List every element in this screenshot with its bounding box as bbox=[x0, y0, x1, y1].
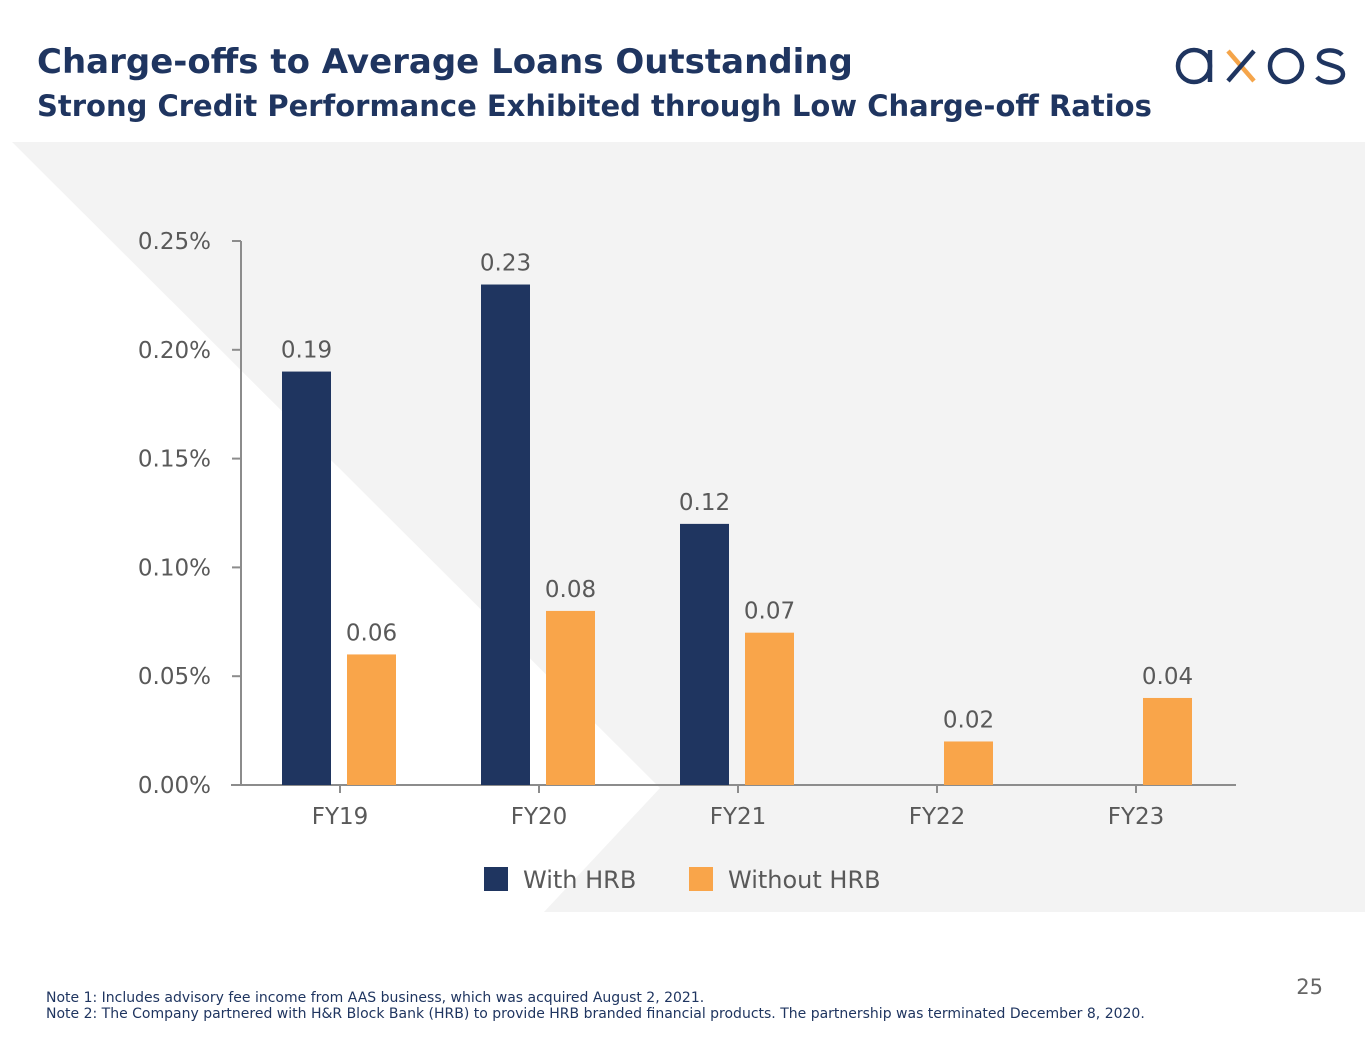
y-tick-label: 0.25% bbox=[138, 229, 211, 255]
bar-with-hrb-fy21 bbox=[680, 523, 729, 785]
footnotes: Note 1: Includes advisory fee income fro… bbox=[46, 990, 1145, 1022]
page-title: Charge-offs to Average Loans Outstanding bbox=[37, 42, 853, 82]
page-subtitle: Strong Credit Performance Exhibited thro… bbox=[37, 89, 1152, 123]
x-tick-label: FY20 bbox=[511, 804, 568, 830]
legend-label-without-hrb: Without HRB bbox=[728, 866, 881, 894]
bar-without-hrb-fy21 bbox=[745, 632, 794, 785]
bar-with-hrb-fy19 bbox=[282, 371, 331, 785]
bar-without-hrb-fy22 bbox=[944, 741, 993, 785]
y-tick-label: 0.15% bbox=[138, 447, 211, 473]
data-label: 0.06 bbox=[346, 620, 397, 646]
x-tick-label: FY23 bbox=[1108, 804, 1165, 830]
x-tick-label: FY19 bbox=[312, 804, 369, 830]
legend-label-with-hrb: With HRB bbox=[523, 866, 636, 894]
data-label: 0.19 bbox=[281, 338, 332, 364]
bar-without-hrb-fy20 bbox=[546, 610, 595, 785]
y-tick-label: 0.10% bbox=[138, 555, 211, 581]
data-label: 0.02 bbox=[943, 707, 994, 733]
data-label: 0.12 bbox=[679, 490, 730, 516]
footnote-1: Note 1: Includes advisory fee income fro… bbox=[46, 990, 705, 1006]
page-number: 25 bbox=[1296, 975, 1323, 999]
bar-with-hrb-fy20 bbox=[481, 284, 530, 785]
legend-swatch-with-hrb bbox=[484, 867, 508, 891]
data-label: 0.07 bbox=[744, 599, 795, 625]
axos-logo: axos bbox=[1175, 47, 1346, 85]
x-tick-label: FY22 bbox=[909, 804, 966, 830]
data-label: 0.23 bbox=[480, 251, 531, 277]
bar-without-hrb-fy19 bbox=[347, 654, 396, 785]
legend-swatch-without-hrb bbox=[689, 867, 713, 891]
y-tick-label: 0.00% bbox=[138, 773, 211, 799]
data-label: 0.08 bbox=[545, 577, 596, 603]
bar-without-hrb-fy23 bbox=[1143, 697, 1192, 785]
x-tick-label: FY21 bbox=[710, 804, 767, 830]
data-label: 0.04 bbox=[1142, 664, 1193, 690]
y-tick-label: 0.05% bbox=[138, 664, 211, 690]
y-tick-label: 0.20% bbox=[138, 338, 211, 364]
footnote-2: Note 2: The Company partnered with H&R B… bbox=[46, 1006, 1145, 1022]
